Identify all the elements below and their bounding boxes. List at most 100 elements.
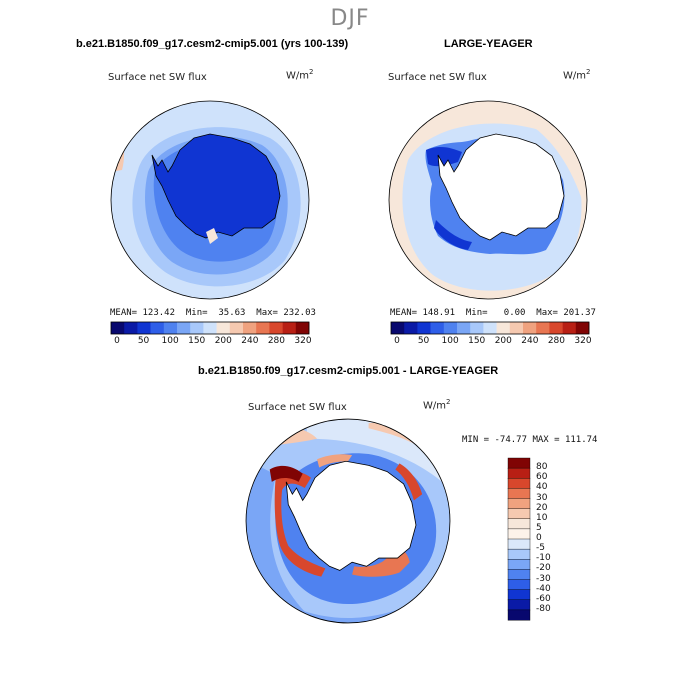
colorbar-tick-label: 10 xyxy=(536,512,548,523)
colorbar-swatch xyxy=(243,322,257,334)
colorbar-swatch xyxy=(523,322,537,334)
colorbar-swatch xyxy=(507,508,531,520)
colorbar-swatch xyxy=(507,457,531,469)
colorbar-swatch xyxy=(190,322,204,334)
colorbar-swatch xyxy=(269,322,283,334)
colorbar-swatch xyxy=(507,548,531,560)
right-coast-band-dark xyxy=(434,220,472,250)
colorbar-swatch xyxy=(509,322,524,334)
colorbar-border xyxy=(390,321,590,335)
diff-colorbar xyxy=(507,457,531,621)
colorbar-tick-label: 240 xyxy=(241,336,259,346)
colorbar-swatch xyxy=(282,322,297,334)
diff-colorbar-ticks: 80 60 40 30 20 10 5 0 -5 -10 -20 -30 -40 -60 -80 xyxy=(536,458,576,620)
colorbar-swatch xyxy=(507,538,531,550)
colorbar-tick-label: 60 xyxy=(536,472,548,483)
right-colorbar-ticks: 0 50 100 150 200 240 280 320 xyxy=(391,336,592,348)
colorbar-swatch xyxy=(177,322,191,334)
diff-panel-title: b.e21.B1850.f09_g17.cesm2-cmip5.001 - LA… xyxy=(198,365,499,377)
colorbar-tick-label: 240 xyxy=(521,336,539,346)
right-coast-band-dark xyxy=(426,146,462,167)
colorbar-tick-label: 100 xyxy=(161,336,179,346)
colorbar-swatch xyxy=(507,589,531,601)
colorbar-swatch xyxy=(470,322,484,334)
colorbar-tick-label: 100 xyxy=(441,336,459,346)
colorbar-swatch xyxy=(150,322,165,334)
colorbar-tick-label: 20 xyxy=(536,502,548,513)
diff-variable-label: Surface net SW flux xyxy=(248,402,347,413)
colorbar-tick-label: 0 xyxy=(114,336,120,346)
left-warm-patch xyxy=(112,136,120,160)
colorbar-swatch xyxy=(417,322,431,334)
diff-warm-band xyxy=(395,463,423,501)
diff-stats: MIN = -74.77 MAX = 111.74 xyxy=(462,435,598,445)
diff-map-border xyxy=(245,418,451,624)
colorbar-swatch xyxy=(507,609,531,621)
colorbar-tick-label: 320 xyxy=(294,336,312,346)
right-stats: MEAN= 148.91 Min= 0.00 Max= 201.37 xyxy=(390,308,596,318)
left-stats: MEAN= 123.42 Min= 35.63 Max= 232.03 xyxy=(110,308,316,318)
colorbar-swatch xyxy=(496,322,511,334)
colorbar-swatch xyxy=(507,518,531,530)
colorbar-swatch xyxy=(111,322,125,334)
left-warm-patch xyxy=(206,228,218,244)
colorbar-tick-label: 0 xyxy=(536,533,542,543)
colorbar-swatch xyxy=(507,488,531,500)
left-map-border xyxy=(110,100,310,300)
colorbar-swatch xyxy=(404,322,418,334)
diff-warm-band xyxy=(274,471,326,577)
left-panel-title: b.e21.B1850.f09_g17.cesm2-cmip5.001 (yrs… xyxy=(76,38,349,50)
left-units-label: W/m2 xyxy=(286,68,314,82)
colorbar-tick-label: 150 xyxy=(468,336,486,346)
colorbar-tick-label: 50 xyxy=(137,336,150,346)
colorbar-tick-label: -20 xyxy=(536,563,551,574)
colorbar-tick-label: 5 xyxy=(536,522,542,533)
colorbar-swatch xyxy=(137,322,151,334)
colorbar-swatch xyxy=(483,322,497,334)
colorbar-tick-label: 200 xyxy=(494,336,512,346)
colorbar-tick-label: 280 xyxy=(267,336,286,346)
colorbar-tick-label: 280 xyxy=(547,336,566,346)
diff-antarctica xyxy=(285,460,417,571)
season-title: DJF xyxy=(330,6,370,31)
colorbar-tick-label: -60 xyxy=(536,593,551,604)
colorbar-swatch xyxy=(203,322,217,334)
colorbar-tick-label: -10 xyxy=(536,553,551,564)
colorbar-border xyxy=(110,321,310,335)
left-polar-map xyxy=(110,100,310,300)
colorbar-tick-label: -40 xyxy=(536,583,551,594)
colorbar-swatch xyxy=(507,478,531,489)
left-colorbar-ticks: 0 50 100 150 200 240 280 320 xyxy=(111,336,312,348)
right-units-label: W/m2 xyxy=(563,68,591,82)
diff-units-label: W/m2 xyxy=(423,398,451,412)
right-antarctica xyxy=(437,133,565,241)
colorbar-tick-label: -30 xyxy=(536,573,551,584)
colorbar-swatch xyxy=(229,322,244,334)
colorbar-tick-label: 0 xyxy=(394,336,400,346)
colorbar-swatch xyxy=(575,322,590,334)
colorbar-swatch xyxy=(507,498,531,510)
colorbar-swatch xyxy=(507,467,531,479)
colorbar-swatch xyxy=(391,322,405,334)
colorbar-tick-label: 50 xyxy=(417,336,430,346)
right-variable-label: Surface net SW flux xyxy=(388,72,487,83)
colorbar-swatch xyxy=(536,322,550,334)
diff-warm-band xyxy=(317,454,353,468)
colorbar-swatch xyxy=(507,599,531,611)
colorbar-swatch xyxy=(549,322,563,334)
right-polar-map xyxy=(388,100,588,300)
colorbar-swatch xyxy=(295,322,310,334)
colorbar-tick-label: 320 xyxy=(574,336,592,346)
colorbar-tick-label: -80 xyxy=(536,603,551,614)
colorbar-swatch xyxy=(256,322,270,334)
colorbar-swatch xyxy=(562,322,577,334)
right-panel-title: LARGE-YEAGER xyxy=(444,38,533,50)
colorbar-swatch xyxy=(443,322,458,334)
diff-polar-map xyxy=(245,418,451,624)
colorbar-tick-label: 80 xyxy=(536,462,548,473)
colorbar-tick-label: 30 xyxy=(536,492,548,503)
colorbar-tick-label: 40 xyxy=(536,482,548,493)
colorbar-tick-label: -5 xyxy=(536,543,545,554)
colorbar-swatch xyxy=(507,528,531,540)
diff-warm-band xyxy=(269,465,303,482)
